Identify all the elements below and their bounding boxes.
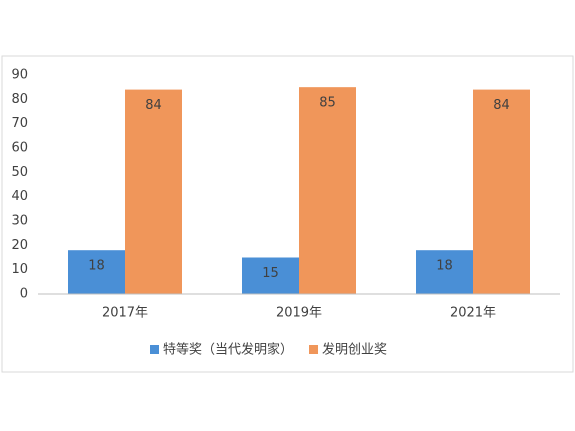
bar [68,250,125,294]
y-tick-label: 0 [20,287,28,302]
bar [242,257,299,294]
legend-label: 特等奖（当代发明家） [163,342,293,358]
bar [299,87,356,295]
value-label: 84 [145,98,162,113]
y-tick-label: 80 [11,92,28,107]
value-label: 84 [493,98,510,113]
value-label: 18 [436,259,453,274]
x-tick-label: 2017年 [102,306,148,321]
bar [473,89,530,294]
value-label: 15 [262,266,279,281]
bar [416,250,473,294]
y-tick-label: 10 [11,262,28,277]
y-tick-label: 30 [11,214,28,229]
value-label: 18 [88,259,105,274]
legend-swatch [150,345,159,354]
x-tick-label: 2019年 [276,306,322,321]
x-tick-label: 2021年 [450,306,496,321]
bar [125,89,182,294]
y-tick-label: 40 [11,189,28,204]
y-tick-label: 60 [11,141,28,156]
y-tick-label: 70 [11,116,28,131]
y-tick-label: 20 [11,238,28,253]
y-tick-label: 90 [11,68,28,83]
legend-swatch [309,345,319,354]
y-tick-label: 50 [11,165,28,180]
value-label: 85 [319,96,336,111]
legend-label: 发明创业奖 [322,342,387,358]
